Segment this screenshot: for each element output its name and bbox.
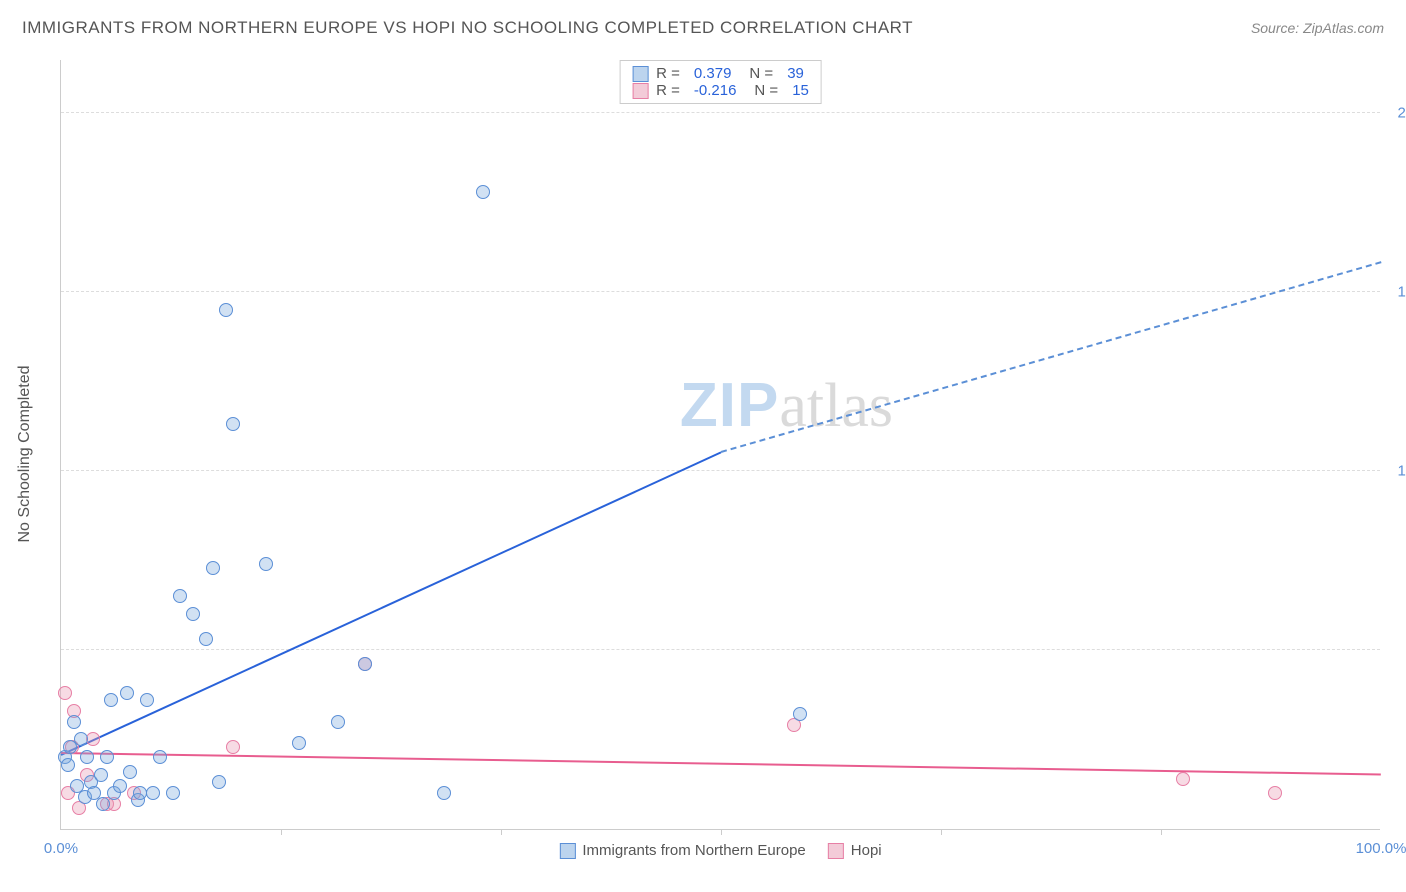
data-point	[58, 686, 72, 700]
data-point	[96, 797, 110, 811]
x-tick	[281, 829, 282, 835]
swatch-blue-icon	[559, 843, 575, 859]
data-point	[206, 561, 220, 575]
y-tick-label: 20.0%	[1385, 104, 1406, 121]
y-tick-label: 15.0%	[1385, 283, 1406, 300]
chart-source: Source: ZipAtlas.com	[1251, 20, 1384, 36]
data-point	[94, 768, 108, 782]
data-point	[199, 632, 213, 646]
data-point	[793, 707, 807, 721]
data-point	[123, 765, 137, 779]
data-point	[331, 715, 345, 729]
data-point	[1176, 772, 1190, 786]
swatch-pink-icon	[632, 83, 648, 99]
data-point	[186, 607, 200, 621]
swatch-pink-icon	[828, 843, 844, 859]
data-point	[153, 750, 167, 764]
x-tick	[1161, 829, 1162, 835]
y-tick-label: 10.0%	[1385, 462, 1406, 479]
legend-stats: R = 0.379 N = 39 R = -0.216 N = 15	[619, 60, 822, 104]
data-point	[212, 775, 226, 789]
data-point	[80, 750, 94, 764]
legend-stats-row: R = -0.216 N = 15	[632, 82, 809, 99]
legend-series: Immigrants from Northern Europe Hopi	[559, 842, 881, 859]
grid-line	[61, 112, 1380, 113]
data-point	[476, 185, 490, 199]
chart-title: IMMIGRANTS FROM NORTHERN EUROPE VS HOPI …	[22, 18, 913, 38]
data-point	[74, 732, 88, 746]
legend-item: Immigrants from Northern Europe	[559, 842, 805, 859]
data-point	[259, 557, 273, 571]
grid-line	[61, 291, 1380, 292]
data-point	[120, 686, 134, 700]
legend-item: Hopi	[828, 842, 882, 859]
plot-area: ZIPatlas R = 0.379 N = 39 R = -0.216 N =…	[60, 60, 1380, 830]
x-tick	[941, 829, 942, 835]
legend-stats-row: R = 0.379 N = 39	[632, 65, 809, 82]
x-tick-label: 0.0%	[44, 840, 78, 857]
data-point	[67, 715, 81, 729]
data-point	[140, 693, 154, 707]
trend-line	[61, 451, 722, 755]
x-tick-label: 100.0%	[1356, 840, 1406, 857]
grid-line	[61, 470, 1380, 471]
x-tick	[721, 829, 722, 835]
chart-header: IMMIGRANTS FROM NORTHERN EUROPE VS HOPI …	[22, 18, 1384, 38]
data-point	[104, 693, 118, 707]
data-point	[219, 303, 233, 317]
data-point	[226, 417, 240, 431]
data-point	[226, 740, 240, 754]
chart-container: No Schooling Completed ZIPatlas R = 0.37…	[60, 60, 1380, 830]
data-point	[173, 589, 187, 603]
grid-line	[61, 649, 1380, 650]
data-point	[146, 786, 160, 800]
data-point	[292, 736, 306, 750]
data-point	[358, 657, 372, 671]
data-point	[100, 750, 114, 764]
x-tick	[501, 829, 502, 835]
data-point	[166, 786, 180, 800]
data-point	[437, 786, 451, 800]
y-axis-label: No Schooling Completed	[16, 366, 34, 543]
y-tick-label: 5.0%	[1385, 641, 1406, 658]
swatch-blue-icon	[632, 66, 648, 82]
data-point	[61, 758, 75, 772]
data-point	[113, 779, 127, 793]
data-point	[133, 786, 147, 800]
data-point	[1268, 786, 1282, 800]
